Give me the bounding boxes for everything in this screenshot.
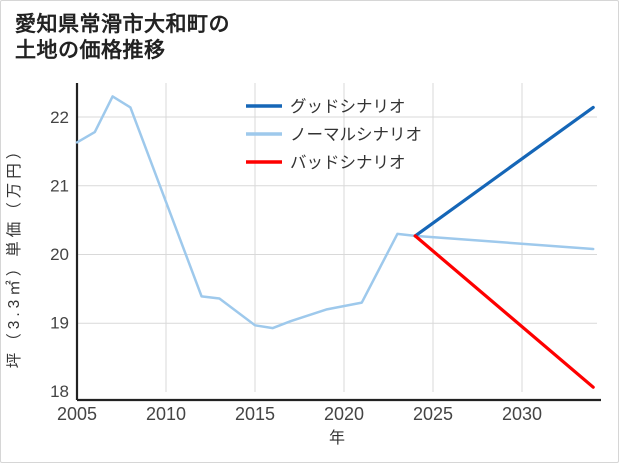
svg-text:18: 18 [50, 382, 69, 401]
svg-text:2005: 2005 [57, 404, 97, 424]
svg-text:ノーマルシナリオ: ノーマルシナリオ [290, 126, 422, 144]
svg-text:19: 19 [50, 314, 69, 333]
svg-text:22: 22 [50, 108, 69, 127]
svg-text:年: 年 [329, 429, 345, 447]
svg-text:21: 21 [50, 177, 69, 196]
svg-text:2025: 2025 [413, 404, 453, 424]
svg-text:2030: 2030 [502, 404, 542, 424]
svg-text:2020: 2020 [324, 404, 364, 424]
svg-text:バッドシナリオ: バッドシナリオ [290, 154, 406, 172]
svg-text:グッドシナリオ: グッドシナリオ [290, 97, 406, 116]
svg-text:2010: 2010 [146, 404, 186, 424]
svg-text:20: 20 [50, 245, 69, 264]
svg-text:坪（3.3㎡）単価（万円）: 坪（3.3㎡）単価（万円） [5, 140, 23, 369]
svg-text:2015: 2015 [235, 404, 275, 424]
